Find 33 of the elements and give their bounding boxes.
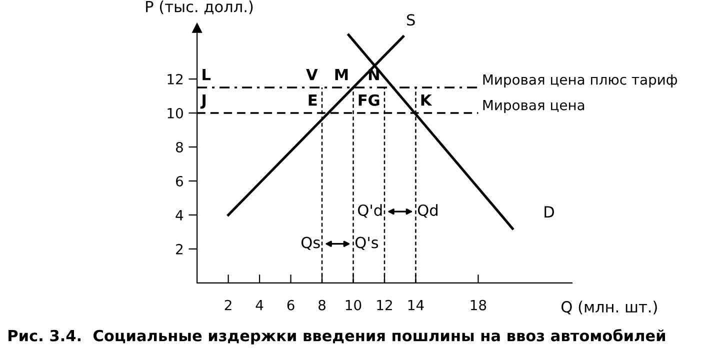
annotation: V <box>306 69 318 80</box>
text: D <box>544 206 554 218</box>
ref-line-label: Мировая цена <box>483 100 584 114</box>
annotation: Q's <box>355 236 378 250</box>
annotation: Q'd <box>358 204 382 218</box>
y-tick-label: 12 <box>168 74 182 84</box>
x-tick-label: 12 <box>377 300 392 310</box>
annotation: Qd <box>418 204 438 218</box>
annotation: E <box>308 94 317 106</box>
y-tick-label: 10 <box>168 108 183 118</box>
annotation: Qs <box>301 236 320 250</box>
x-tick-label: 18 <box>470 300 486 310</box>
y-tick-label: 2 <box>176 244 182 254</box>
ref-line-label: Мировая цена плюс тариф <box>483 74 678 88</box>
annotation: L <box>202 69 211 80</box>
x-tick-label: 2 <box>224 300 232 310</box>
x-axis-title: Q (млн. шт.) <box>562 300 657 314</box>
x-tick-label: 10 <box>346 300 362 310</box>
y-tick-label: 6 <box>176 176 183 186</box>
y-axis-title: P (тыс. долл.) <box>146 0 253 14</box>
text: Рис. 3.4. Социальные издержки введения пошлины на ввоз автомобилей <box>8 329 666 344</box>
annotation: M <box>335 69 348 80</box>
series-label: S <box>407 14 415 26</box>
annotation: J <box>200 94 206 109</box>
y-tick-label: 8 <box>176 142 183 152</box>
x-tick-label: 14 <box>408 300 424 310</box>
annotation: F <box>358 94 367 106</box>
annotation: K <box>421 94 432 106</box>
annotation: G <box>368 94 380 106</box>
x-tick-label: 4 <box>256 300 264 310</box>
x-tick-label: 8 <box>318 300 326 310</box>
x-tick-label: 6 <box>287 300 294 310</box>
y-tick-label: 4 <box>176 210 184 220</box>
